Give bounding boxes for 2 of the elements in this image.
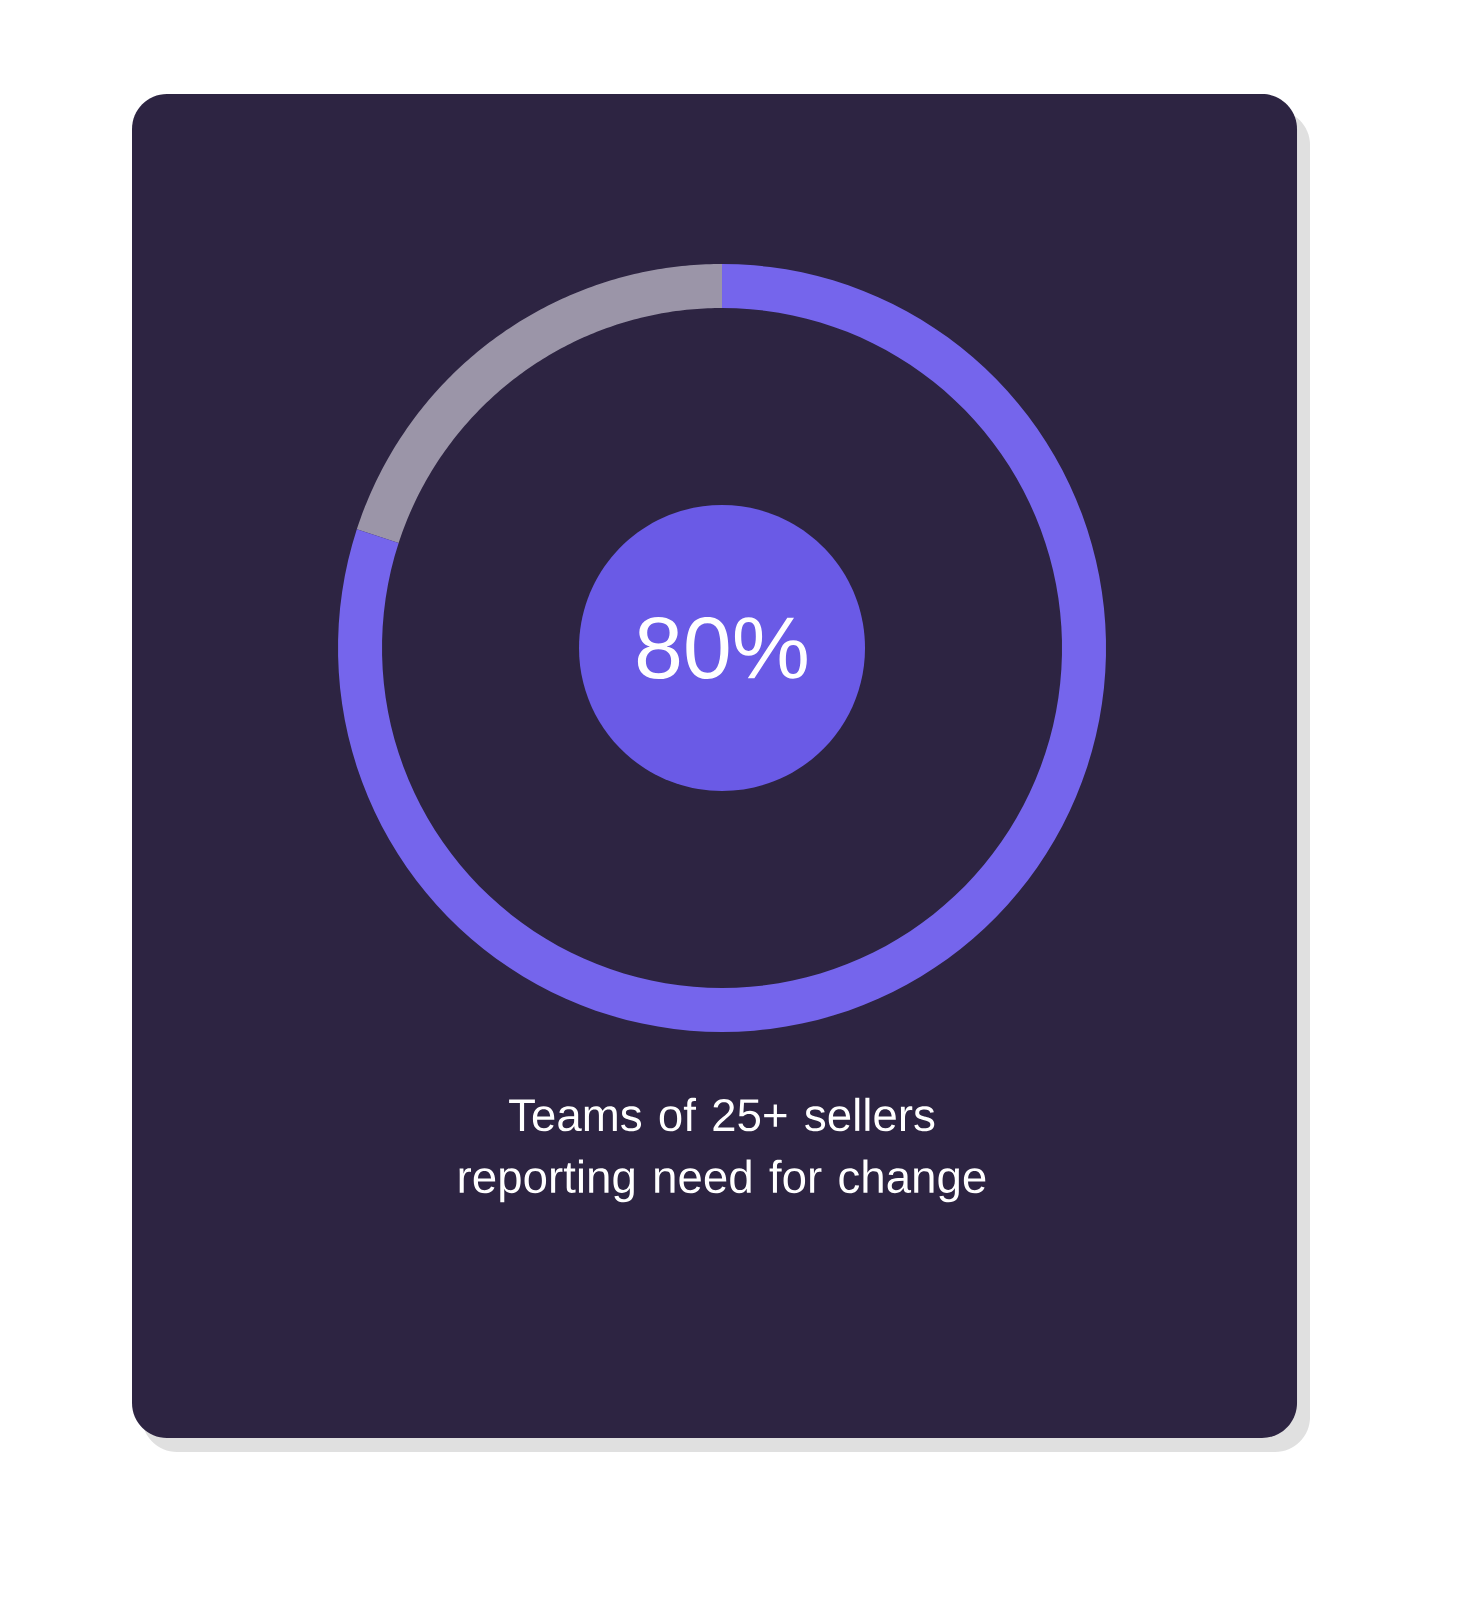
text: Teams of 25+ sellers reporting need for change xyxy=(459,1097,986,1203)
text: 80% xyxy=(637,616,807,680)
